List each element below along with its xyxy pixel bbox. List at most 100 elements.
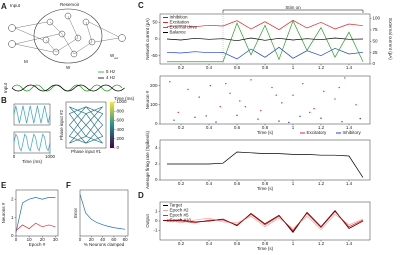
x-axis-label: Epoch # [29,242,46,247]
y-axis-label: Output [145,213,150,227]
colorbar-label: Time (ms) [114,96,135,101]
spike [257,118,259,120]
x-tick-label: 1 [292,125,295,130]
x-axis-label: Time (s) [257,186,274,191]
colorbar-tick-label: 0 [117,145,120,150]
colorbar-tick-label: 400 [117,127,125,132]
input-label: Input [3,82,8,93]
x-tick-label: 0.6 [234,125,241,130]
y-tick-label: -50 [151,53,158,58]
w-label: W [66,65,71,70]
y-tick-label: 2 [155,161,158,166]
x-tick-label: 0 [15,237,18,242]
colorbar-tick-label: 1000 [117,99,128,104]
series-line [166,209,364,233]
y-tick-label: 0 [155,121,158,126]
series-line [167,151,364,178]
x-tick-label: 0.8 [262,125,269,130]
series-line [15,222,56,231]
spike [219,106,221,108]
colorbar-tick-label: 800 [117,108,125,113]
spike [209,84,212,87]
x-tick-label: 1 [292,65,295,70]
x-tick-label: 0.4 [206,181,213,186]
x-tick-label: 0.2 [178,241,185,246]
y-tick-label: 50 [152,20,158,25]
spike [275,94,277,96]
x-tick-label: 1 [292,241,295,246]
spike [198,96,200,98]
x-tick-label: 0.2 [178,125,185,130]
x-tick-label: 0.8 [262,181,269,186]
legend-label: Inhibitory [343,130,362,135]
spike [292,94,294,96]
series-line [166,46,364,60]
y-tick-label: 1 [11,215,14,220]
spike [205,115,207,117]
y-axis-label: Neurons # [1,202,6,223]
x-tick-label: 0.8 [262,65,269,70]
spike [236,114,238,117]
y-tick-label: 0 [11,233,14,238]
legend-label: Target [170,203,183,208]
x-tick-label: 1.4 [346,65,353,70]
x-tick-label: 0.6 [234,65,241,70]
panel-a-diagram: Input Reservoir M W W out 5 Hz 4 Hz Inpu… [3,2,126,93]
y-tick-label: 1 [155,209,158,214]
stim-label: Stim on [285,5,301,10]
panel-label: C [138,1,144,10]
spike [244,106,247,108]
x-tick-label: 0.6 [234,241,241,246]
x-tick-label: 60 [111,237,117,242]
y-tick-label: -1 [153,228,157,233]
plot-frame [159,75,371,125]
y-tick-label: 0 [155,177,158,182]
spike [344,77,346,79]
x-tick-label: 0.2 [178,181,185,186]
x-tick-label: 1.2 [318,65,325,70]
y-axis-label: Phase input #2 [59,109,64,140]
x-tick-label: 1.2 [318,241,325,246]
spike [334,98,336,100]
spike [187,88,189,91]
legend-label: Excitatory [307,130,328,135]
x-tick-label: 40 [100,237,106,242]
series-line [167,19,364,63]
legend-label: Excitation [170,20,190,25]
series-line [166,210,364,233]
series-line [68,106,104,144]
x-tick-label: 0.4 [206,125,213,130]
spike [250,79,252,81]
x-tick-label: 1000 [45,154,56,159]
panel-label: D [138,191,144,200]
x-tick-label: 0.4 [206,65,213,70]
y-tick-label: 4 [155,145,158,150]
spike [173,119,175,121]
spike [338,86,340,89]
series-line [166,210,364,232]
spike [355,104,357,106]
y2-tick-label: 50 [373,38,379,43]
series-line [15,196,56,233]
x-axis-label: Time (s) [257,130,274,135]
plot-frame [79,189,129,237]
spike [302,82,304,85]
y2-tick-label: 75 [373,27,379,32]
spike [239,100,241,102]
spike [177,111,179,114]
wout-subscript: out [114,56,118,60]
plot-frame [65,101,107,149]
series-line [166,37,364,42]
spike [281,102,283,104]
panel-label: F [66,181,71,190]
x-tick-label: 1.2 [318,125,325,130]
spike [309,111,311,114]
spike [359,117,361,120]
spike [271,86,273,89]
wave-5hz [11,84,123,92]
y-axis-label: Average firing rate (Spikes/s) [145,131,150,189]
colorbar-tick-label: 200 [117,136,125,141]
spike [278,120,280,122]
x-tick-label: 30 [53,237,59,242]
series-line [166,19,364,31]
